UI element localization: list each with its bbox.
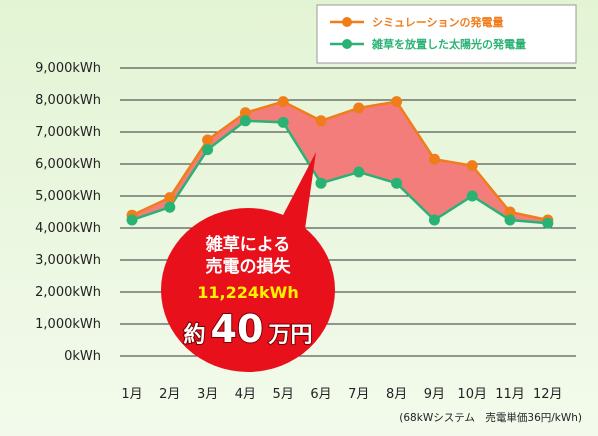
data-point-s0-8	[391, 96, 403, 108]
callout-line2: 売電の損失	[206, 256, 292, 277]
y-tick-label: 9,000kWh	[35, 61, 101, 76]
data-point-s0-6	[315, 115, 327, 127]
x-axis-ticks: 1月 2月 3月 4月 5月 6月 7月 8月 9月 10月 11月 12月	[121, 387, 562, 402]
legend: シミュレーションの発電量 雑草を放置した太陽光の発電量	[316, 4, 577, 64]
y-tick-label: 4,000kWh	[35, 221, 101, 236]
x-tick-label: 10月	[457, 387, 487, 402]
data-point-s0-10	[466, 160, 478, 172]
data-point-s1-12	[542, 217, 554, 229]
y-tick-label: 1,000kWh	[35, 317, 101, 332]
data-point-s0-7	[353, 102, 365, 114]
y-tick-label: 6,000kWh	[35, 157, 101, 172]
legend-marker-simulation	[342, 17, 352, 27]
data-point-s0-5	[277, 96, 289, 108]
data-point-s0-2	[164, 192, 176, 204]
callout-unit: 万円	[268, 323, 313, 348]
legend-marker-weeds	[342, 39, 352, 49]
x-tick-label: 2月	[159, 387, 180, 402]
series-line-1	[131, 119, 548, 225]
loss-area-fill	[132, 101, 548, 224]
y-tick-label: 5,000kWh	[35, 189, 101, 204]
data-point-s1-8	[391, 177, 403, 189]
data-point-s1-7	[353, 166, 365, 178]
legend-label-weeds: 雑草を放置した太陽光の発電量	[371, 37, 526, 51]
data-point-s1-4	[239, 115, 251, 127]
legend-label-simulation: シミュレーションの発電量	[372, 15, 504, 29]
callout-amount-line: 約 40 万円	[183, 307, 312, 351]
x-tick-label: 12月	[533, 387, 563, 402]
y-tick-label: 7,000kWh	[35, 125, 101, 140]
series-points	[126, 96, 554, 229]
y-tick-label: 3,000kWh	[35, 253, 101, 268]
data-point-s0-9	[428, 153, 440, 165]
x-tick-label: 4月	[235, 387, 256, 402]
callout-amount: 40	[211, 307, 264, 351]
series-lines	[131, 100, 549, 225]
callout-bubble	[161, 208, 335, 372]
x-tick-label: 5月	[273, 387, 294, 402]
legend-box	[316, 4, 577, 64]
data-point-s1-5	[277, 116, 289, 128]
x-tick-label: 6月	[310, 387, 331, 402]
data-point-s1-1	[126, 214, 138, 226]
x-tick-label: 8月	[386, 387, 407, 402]
data-point-s1-3	[202, 144, 214, 156]
data-point-s1-6	[315, 177, 327, 189]
y-tick-label: 8,000kWh	[35, 93, 101, 108]
callout-prefix: 約	[183, 322, 205, 348]
data-point-s0-4	[239, 107, 251, 119]
data-point-s1-2	[164, 201, 176, 213]
x-tick-label: 7月	[348, 387, 369, 402]
y-tick-label: 0kWh	[64, 349, 101, 364]
y-axis-ticks: 0kWh 1,000kWh 2,000kWh 3,000kWh 4,000kWh 5,00…	[35, 61, 101, 364]
data-point-s1-9	[428, 214, 440, 226]
series-line-0	[131, 100, 549, 222]
callout-kwh: 11,224kWh	[197, 283, 298, 302]
data-point-s0-3	[202, 134, 214, 146]
data-point-s1-11	[504, 214, 516, 226]
loss-area	[132, 101, 548, 224]
system-note: (68kWシステム 売電単価36円/kWh)	[399, 411, 582, 424]
data-point-s1-10	[466, 190, 478, 202]
x-tick-label: 9月	[424, 387, 445, 402]
loss-callout: 雑草による 売電の損失 11,224kWh 約 40 万円	[161, 152, 335, 372]
x-tick-label: 11月	[495, 387, 525, 402]
y-tick-label: 2,000kWh	[35, 285, 101, 300]
x-tick-label: 3月	[197, 387, 218, 402]
x-tick-label: 1月	[121, 387, 142, 402]
data-point-s0-11	[504, 206, 516, 218]
callout-line1: 雑草による	[205, 234, 291, 255]
